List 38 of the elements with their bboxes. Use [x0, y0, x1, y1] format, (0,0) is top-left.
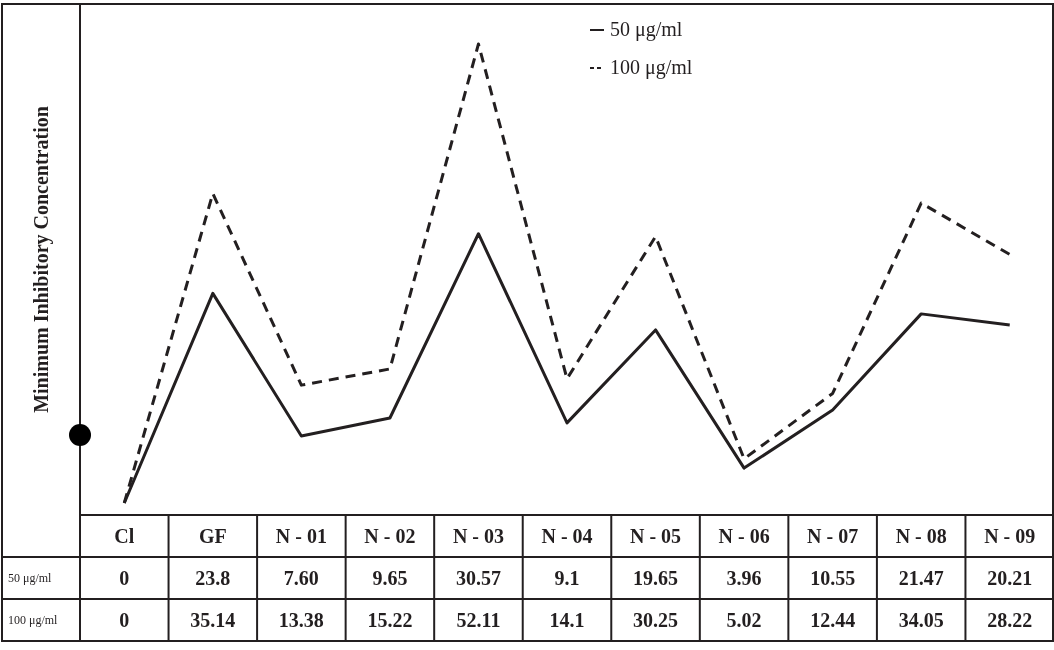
- x-tick-label: N - 02: [364, 525, 416, 547]
- legend-label: 100 μg/ml: [610, 56, 693, 79]
- x-tick-label: N - 04: [541, 525, 593, 547]
- data-label: 52.11: [456, 609, 501, 631]
- data-label: 28.22: [987, 609, 1033, 631]
- text: 50 μg/ml: [8, 571, 52, 585]
- text: 100 μg/ml: [8, 613, 58, 627]
- data-label: 10.55: [810, 567, 856, 589]
- data-label: 21.47: [898, 567, 944, 589]
- data-label: 7.60: [283, 567, 319, 589]
- x-tick-label: N - 05: [629, 525, 682, 547]
- data-label: 30.25: [633, 609, 679, 631]
- data-label: 5.02: [726, 609, 762, 631]
- legend-label: 50 μg/ml: [610, 18, 683, 41]
- x-tick-label: GF: [198, 525, 227, 547]
- data-label: 15.22: [367, 609, 413, 631]
- data-label: 0: [119, 609, 130, 631]
- x-tick-label: N - 01: [275, 525, 327, 547]
- data-label: 9.65: [372, 567, 408, 589]
- x-tick-label: N - 07: [807, 525, 859, 547]
- data-label: 23.8: [195, 567, 231, 589]
- data-label: 19.65: [633, 567, 679, 589]
- data-label: 9.1: [554, 567, 580, 589]
- x-tick-label: N - 09: [984, 525, 1036, 547]
- data-label: 13.38: [278, 609, 324, 631]
- data-label: 34.05: [898, 609, 944, 631]
- x-tick-label: N - 03: [452, 525, 505, 547]
- data-label: 20.21: [987, 567, 1033, 589]
- data-label: 35.14: [190, 609, 236, 631]
- x-tick-label: N - 08: [895, 525, 947, 547]
- x-tick-label: Cl: [114, 525, 135, 547]
- data-label: 0: [119, 567, 130, 589]
- x-tick-label: N - 06: [718, 525, 770, 547]
- data-label: 12.44: [810, 609, 856, 631]
- data-label: 30.57: [455, 567, 501, 589]
- y-axis-title: Minimum Inhibitory Concentration: [30, 106, 53, 413]
- data-label: 3.96: [726, 567, 762, 589]
- data-label: 14.1: [549, 609, 585, 631]
